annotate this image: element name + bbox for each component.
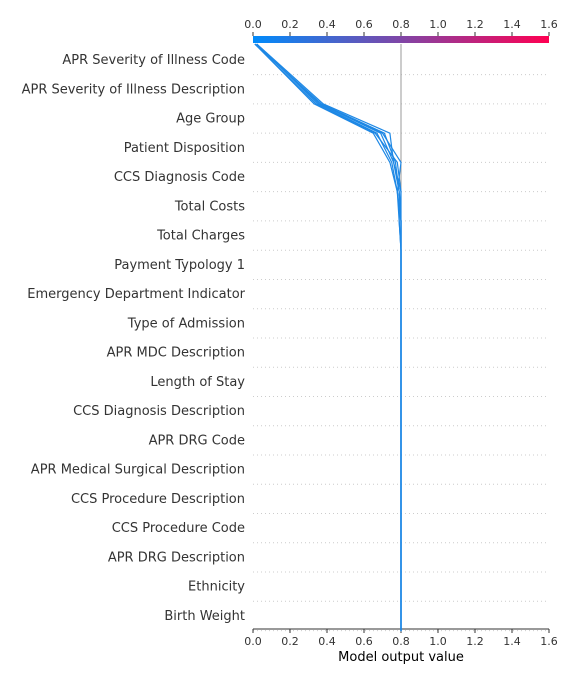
colorbar <box>253 36 549 43</box>
bottom-tick-label: 0.6 <box>355 635 373 648</box>
feature-label: CCS Procedure Code <box>112 521 245 536</box>
feature-label: CCS Diagnosis Description <box>73 404 245 419</box>
bottom-tick-label: 1.6 <box>540 635 558 648</box>
bottom-tick-label: 0.0 <box>244 635 262 648</box>
top-tick-label: 1.4 <box>503 18 521 31</box>
feature-label: CCS Procedure Description <box>71 492 245 507</box>
top-tick-label: 0.0 <box>244 18 262 31</box>
feature-label: CCS Diagnosis Code <box>114 170 245 185</box>
feature-label: APR Severity of Illness Description <box>22 82 245 97</box>
bottom-tick-label: 1.2 <box>466 635 484 648</box>
top-tick-label: 0.2 <box>281 18 299 31</box>
top-tick-label: 0.4 <box>318 18 336 31</box>
top-tick-label: 0.6 <box>355 18 373 31</box>
x-axis-title: Model output value <box>338 650 464 665</box>
bottom-tick-label: 0.8 <box>392 635 410 648</box>
decision-line <box>256 43 402 632</box>
bottom-tick-label: 0.4 <box>318 635 336 648</box>
decision-lines <box>254 43 402 632</box>
feature-label: Type of Admission <box>127 316 245 331</box>
feature-label: APR Medical Surgical Description <box>31 463 245 478</box>
feature-label: Total Costs <box>174 199 245 214</box>
feature-label: Total Charges <box>156 229 245 244</box>
feature-label: Ethnicity <box>188 580 245 595</box>
bottom-tick-label: 1.4 <box>503 635 521 648</box>
feature-label: Emergency Department Indicator <box>27 287 245 302</box>
feature-label: APR DRG Code <box>149 433 245 448</box>
feature-label: APR DRG Description <box>108 550 245 565</box>
feature-label: Birth Weight <box>164 609 245 624</box>
feature-label: Length of Stay <box>150 375 245 390</box>
decision-line <box>254 43 402 632</box>
feature-labels: APR Severity of Illness Code APR Severity… <box>22 53 246 624</box>
feature-label: Patient Disposition <box>124 141 245 156</box>
top-tick-label: 1.2 <box>466 18 484 31</box>
bottom-tick-label: 1.0 <box>429 635 447 648</box>
bottom-tick-label: 0.2 <box>281 635 299 648</box>
top-tick-label: 1.6 <box>540 18 558 31</box>
top-tick-label: 1.0 <box>429 18 447 31</box>
feature-label: Age Group <box>176 112 245 127</box>
feature-label: APR Severity of Illness Code <box>62 53 245 68</box>
colorbar-gradient <box>253 36 549 43</box>
top-tick-label: 0.8 <box>392 18 410 31</box>
feature-label: APR MDC Description <box>107 346 245 361</box>
feature-label: Payment Typology 1 <box>114 258 245 273</box>
